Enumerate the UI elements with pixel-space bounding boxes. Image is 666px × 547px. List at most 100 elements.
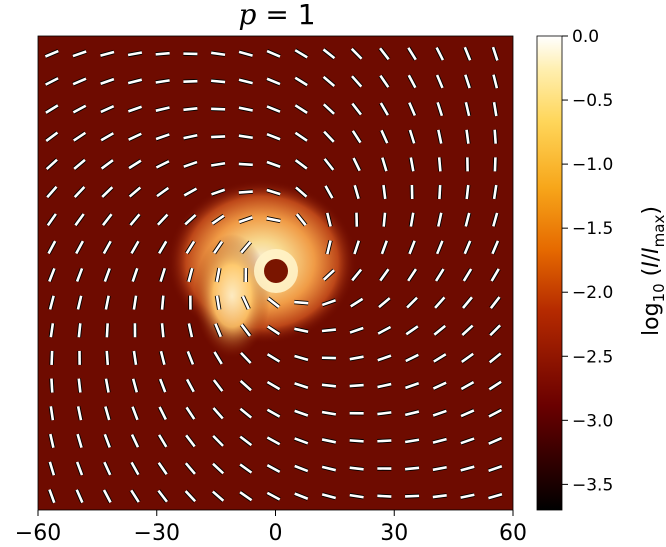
polarization-tick: [213, 351, 223, 365]
polarization-tick: [322, 75, 336, 87]
polarization-tick: [50, 350, 54, 365]
polarization-tick: [75, 240, 85, 255]
polarization-tick: [266, 105, 281, 113]
polarization-tick: [351, 268, 363, 282]
polarization-tick: [488, 408, 502, 418]
polarization-tick: [350, 297, 364, 308]
polarization-tick: [238, 216, 253, 224]
polarization-tick: [267, 297, 280, 308]
polarization-tick: [464, 101, 471, 117]
cbar-label-i2: I: [639, 247, 664, 254]
title-equals: =: [256, 0, 297, 31]
polarization-tick: [377, 354, 392, 362]
polarization-tick: [432, 465, 447, 472]
colorbar-gradient: [536, 35, 563, 511]
polarization-tick: [381, 157, 388, 172]
polarization-tick: [493, 157, 497, 172]
polarization-tick: [103, 461, 112, 476]
polarization-tick: [104, 295, 110, 310]
colorbar-tick-label: −1.0: [572, 155, 613, 175]
title-variable: p: [238, 0, 256, 31]
polarization-tick: [379, 268, 390, 282]
polarization-tick: [322, 269, 335, 281]
polarization-tick: [48, 461, 56, 476]
polarization-tick: [408, 102, 417, 117]
polarization-tick: [212, 462, 225, 475]
polarization-tick: [212, 434, 224, 447]
polarization-tick: [322, 103, 335, 115]
polarization-tick: [294, 464, 309, 473]
polarization-tick: [104, 378, 110, 393]
polarization-tick: [323, 130, 335, 143]
polarization-tick: [46, 185, 58, 199]
polarization-tick: [155, 133, 170, 141]
polarization-tick: [72, 50, 87, 58]
polarization-tick: [46, 213, 57, 227]
polarization-tick: [351, 75, 363, 88]
polarization-tick: [103, 433, 111, 448]
polarization-tick: [238, 106, 253, 112]
polarization-tick: [266, 353, 281, 363]
polarization-tick: [73, 131, 87, 142]
polarization-tick: [490, 268, 500, 282]
polarization-tick: [238, 50, 253, 57]
polarization-tick: [382, 184, 387, 200]
polarization-tick: [326, 240, 332, 255]
polarization-tick: [353, 240, 361, 255]
polarization-tick: [409, 157, 415, 172]
polarization-tick: [183, 107, 198, 112]
polarization-tick: [353, 184, 360, 200]
polarization-tick: [321, 493, 337, 500]
polarization-tick: [266, 325, 281, 336]
polarization-tick: [407, 47, 417, 61]
polarization-tick: [404, 438, 420, 444]
colorbar-tick-label: −3.5: [572, 475, 613, 495]
emission-arm: [194, 234, 270, 358]
polarization-tick: [321, 299, 336, 307]
polarization-tick: [127, 51, 143, 57]
polarization-tick: [211, 79, 226, 84]
polarization-tick: [73, 186, 86, 198]
polarization-tick: [295, 213, 307, 226]
polarization-tick: [131, 267, 139, 283]
polarization-tick: [239, 407, 253, 419]
polarization-tick: [47, 240, 57, 255]
polarization-tick: [75, 267, 84, 282]
polarization-tick: [187, 323, 194, 338]
polarization-tick: [266, 217, 281, 223]
polarization-tick: [132, 295, 138, 310]
polarization-tick: [185, 240, 196, 254]
polarization-tick: [294, 409, 309, 417]
polarization-tick: [437, 157, 442, 172]
polarization-tick: [184, 214, 197, 226]
polarization-tick: [492, 184, 498, 200]
polarization-tick: [77, 378, 82, 393]
polarization-tick: [239, 463, 253, 474]
polarization-tick: [130, 489, 140, 503]
polarization-tick: [158, 406, 167, 421]
polarization-tick: [380, 129, 389, 144]
polarization-tick: [211, 214, 225, 225]
polarization-tick: [240, 323, 252, 337]
polarization-tick: [130, 240, 140, 255]
colorbar-tick-label: −1.5: [572, 219, 613, 239]
polarization-tick: [129, 213, 141, 226]
polarization-tick: [212, 407, 224, 420]
polarization-tick: [377, 411, 392, 416]
polarization-tick: [76, 406, 83, 421]
polarization-tick: [45, 77, 59, 86]
colorbar-label: log10 (I/Imax): [639, 206, 666, 336]
polarization-tick: [465, 184, 470, 200]
polarization-tick: [294, 131, 308, 142]
polarization-tick: [48, 267, 56, 282]
shadow-disc: [264, 259, 288, 283]
polarization-tick: [49, 433, 55, 448]
polarization-tick: [351, 130, 362, 144]
polarization-tick: [294, 159, 308, 170]
polarization-tick: [156, 213, 169, 226]
polarization-tick: [349, 383, 364, 388]
polarization-tick: [76, 295, 83, 310]
polarization-tick: [215, 295, 221, 310]
polarization-tick: [186, 350, 195, 365]
polarization-tick: [465, 129, 470, 144]
